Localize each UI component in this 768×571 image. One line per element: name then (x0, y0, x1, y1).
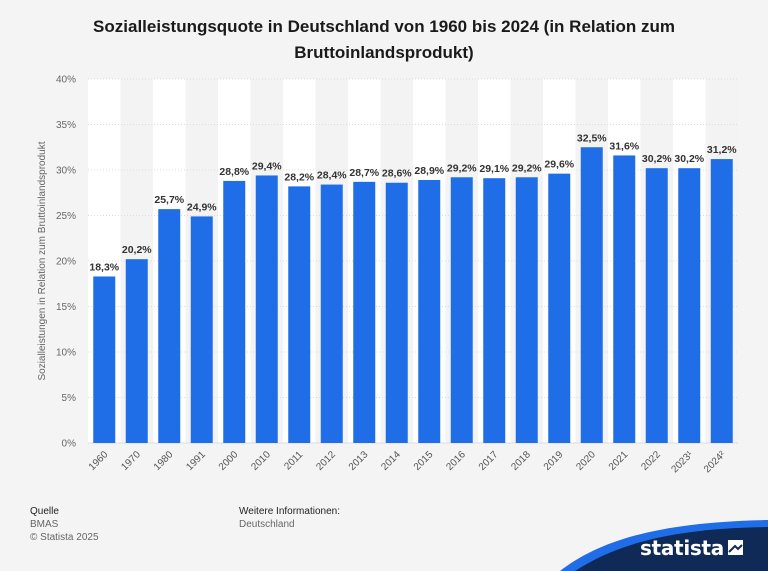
bar (93, 276, 116, 443)
data-label: 25,7% (154, 194, 184, 206)
data-label: 20,2% (122, 244, 152, 256)
y-tick-label: 10% (56, 348, 76, 359)
data-label: 30,2% (642, 153, 672, 165)
bar (190, 216, 213, 443)
bar (450, 177, 473, 443)
data-label: 29,2% (447, 162, 477, 174)
data-label: 28,4% (317, 170, 347, 182)
info-value: Deutschland (239, 519, 295, 530)
statista-logo-icon (728, 540, 743, 555)
data-label: 28,9% (414, 165, 444, 177)
y-axis-label: Sozialleistungen in Relation zum Bruttoi… (37, 141, 48, 380)
bar (158, 209, 181, 443)
bar (645, 168, 668, 443)
data-label: 18,3% (89, 261, 119, 273)
bar (255, 175, 278, 443)
statista-logo[interactable]: statista (640, 536, 724, 560)
chart-title-line2: Bruttoinlandsprodukt) (294, 43, 474, 62)
data-label: 32,5% (577, 132, 607, 144)
bar (580, 147, 603, 443)
data-label: 28,8% (219, 166, 249, 178)
y-tick-label: 25% (56, 211, 76, 222)
data-label: 28,7% (349, 167, 379, 179)
data-label: 29,1% (479, 163, 509, 175)
bar (418, 180, 441, 443)
y-tick-label: 35% (56, 120, 76, 131)
data-label: 29,2% (512, 162, 542, 174)
bar (613, 155, 636, 443)
chart-title: Sozialleistungsquote in Deutschland von … (40, 14, 728, 66)
bar (483, 178, 506, 443)
info-heading: Weitere Informationen: (239, 506, 340, 517)
chart-title-line1: Sozialleistungsquote in Deutschland von … (93, 17, 675, 36)
bar (385, 182, 408, 444)
bar (223, 180, 246, 444)
source-heading: Quelle (30, 506, 59, 517)
bar (678, 168, 701, 443)
data-label: 29,6% (544, 159, 574, 171)
info-block: Weitere Informationen: Deutschland (239, 505, 340, 531)
bar (548, 173, 571, 443)
y-tick-label: 30% (56, 166, 76, 177)
copyright: © Statista 2025 (30, 532, 99, 543)
bar (125, 259, 148, 443)
bar (288, 186, 311, 443)
data-label: 31,2% (707, 144, 737, 156)
y-tick-label: 20% (56, 257, 76, 268)
y-tick-label: 0% (62, 439, 77, 450)
bar (353, 181, 376, 443)
source-value: BMAS (30, 519, 59, 530)
bar (515, 177, 538, 443)
y-tick-label: 15% (56, 302, 76, 313)
data-label: 28,6% (382, 168, 412, 180)
data-label: 30,2% (674, 153, 704, 165)
y-tick-label: 40% (56, 75, 76, 86)
bar (710, 159, 733, 443)
data-label: 24,9% (187, 201, 217, 213)
y-tick-label: 5% (62, 393, 77, 404)
data-label: 31,6% (609, 140, 639, 152)
source-block: Quelle BMAS © Statista 2025 (30, 505, 99, 544)
data-label: 29,4% (252, 160, 282, 172)
data-label: 28,2% (284, 171, 314, 183)
bar-chart: 0% 5% 10% 15% 20% 25% 30% 35% 40% Sozialleistunge… (37, 75, 738, 475)
bar (320, 184, 343, 443)
